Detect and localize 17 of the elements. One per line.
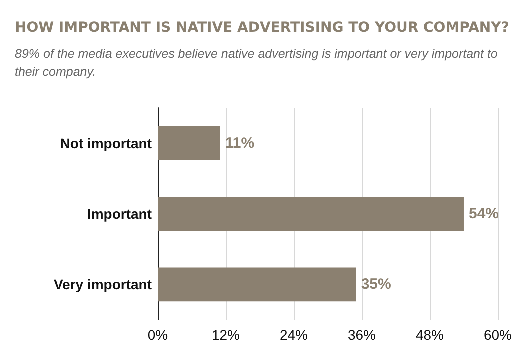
- bar: [158, 126, 220, 160]
- x-tick-label: 0%: [148, 327, 168, 343]
- data-label: 54%: [468, 206, 500, 222]
- x-tick-label: 36%: [348, 327, 376, 343]
- data-label: 35%: [361, 276, 392, 294]
- chart-title: HOW IMPORTANT IS NATIVE ADVERTISING TO YOUR COMPANY?: [15, 20, 510, 36]
- bar: [158, 197, 464, 231]
- x-tick-label: 48%: [416, 327, 444, 343]
- bar: [158, 268, 356, 302]
- y-tick-label: Very important: [54, 276, 152, 293]
- x-tick-label: 12%: [212, 327, 240, 343]
- chart-subtitle: 89% of the media executives believe native advertising is important or very important to their company.: [15, 47, 502, 79]
- x-tick-label: 24%: [280, 327, 308, 343]
- y-tick-label: Important: [87, 206, 152, 222]
- x-tick-label: 60%: [484, 327, 512, 343]
- y-tick-label: Not important: [60, 135, 152, 152]
- data-label: 11%: [225, 134, 255, 152]
